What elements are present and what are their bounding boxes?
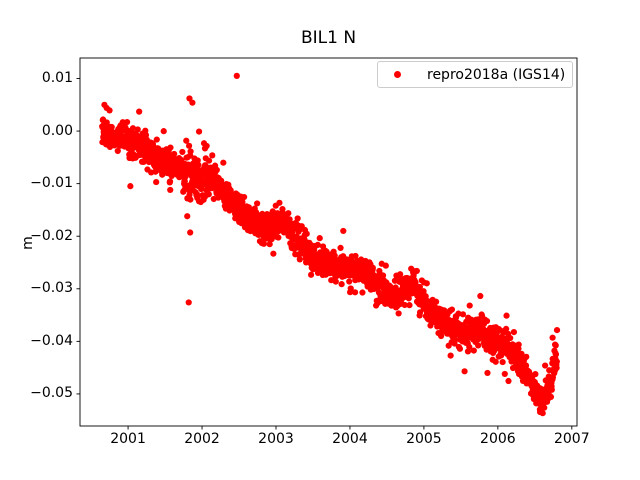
y-tick-label: −0.02: [30, 227, 73, 244]
y-tick-label: 0.01: [41, 70, 73, 86]
x-tick-label: 2007: [553, 431, 590, 447]
y-tick-label: 0.00: [41, 122, 73, 139]
y-tick-label: −0.03: [30, 280, 73, 297]
legend: repro2018a (IGS14): [377, 61, 573, 88]
x-tick-label: 2003: [258, 431, 294, 447]
x-tick-label: 2006: [480, 431, 516, 447]
y-tick-label: −0.01: [30, 175, 73, 192]
x-tick-label: 2001: [110, 431, 146, 447]
y-tick-label: −0.04: [30, 332, 73, 349]
legend-entry-label: repro2018a (IGS14): [427, 66, 566, 83]
x-tick-label: 2005: [406, 431, 442, 447]
chart-title: BIL1 N: [300, 28, 357, 48]
x-tick-label: 2002: [184, 431, 220, 447]
x-tick-label: 2004: [332, 431, 368, 447]
legend-marker-dot-icon: [394, 71, 401, 78]
y-tick-label: −0.05: [30, 385, 73, 402]
